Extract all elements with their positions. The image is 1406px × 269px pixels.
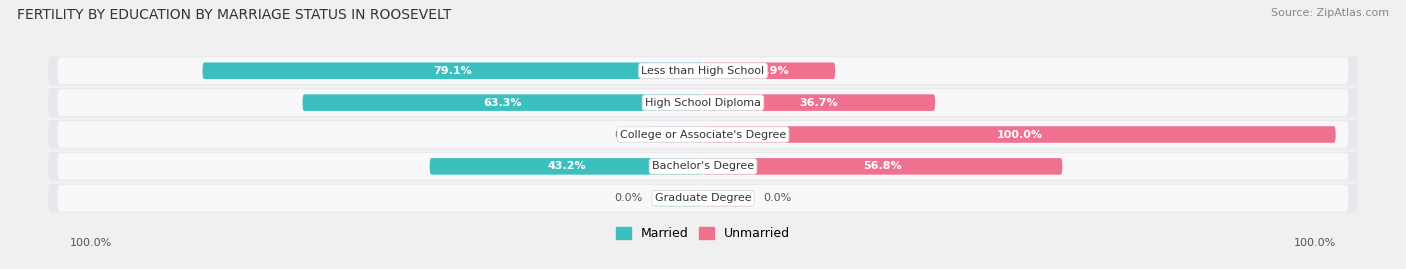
FancyBboxPatch shape	[703, 126, 1336, 143]
Legend: Married, Unmarried: Married, Unmarried	[612, 222, 794, 245]
Text: Source: ZipAtlas.com: Source: ZipAtlas.com	[1271, 8, 1389, 18]
FancyBboxPatch shape	[703, 94, 935, 111]
Text: 20.9%: 20.9%	[749, 66, 789, 76]
FancyBboxPatch shape	[202, 62, 703, 79]
Text: 79.1%: 79.1%	[433, 66, 472, 76]
Text: 63.3%: 63.3%	[484, 98, 522, 108]
FancyBboxPatch shape	[430, 158, 703, 175]
FancyBboxPatch shape	[58, 185, 1348, 212]
FancyBboxPatch shape	[703, 158, 1063, 175]
Text: 0.0%: 0.0%	[614, 193, 643, 203]
Text: Bachelor's Degree: Bachelor's Degree	[652, 161, 754, 171]
Text: 100.0%: 100.0%	[1294, 238, 1336, 248]
Text: 56.8%: 56.8%	[863, 161, 903, 171]
Text: High School Diploma: High School Diploma	[645, 98, 761, 108]
Text: FERTILITY BY EDUCATION BY MARRIAGE STATUS IN ROOSEVELT: FERTILITY BY EDUCATION BY MARRIAGE STATU…	[17, 8, 451, 22]
Text: College or Associate's Degree: College or Associate's Degree	[620, 129, 786, 140]
FancyBboxPatch shape	[48, 152, 1358, 181]
FancyBboxPatch shape	[652, 190, 703, 207]
FancyBboxPatch shape	[652, 126, 703, 143]
Text: 43.2%: 43.2%	[547, 161, 586, 171]
Text: 100.0%: 100.0%	[70, 238, 112, 248]
Text: Less than High School: Less than High School	[641, 66, 765, 76]
FancyBboxPatch shape	[703, 190, 754, 207]
Text: 36.7%: 36.7%	[800, 98, 838, 108]
FancyBboxPatch shape	[48, 56, 1358, 85]
FancyBboxPatch shape	[58, 121, 1348, 148]
FancyBboxPatch shape	[58, 153, 1348, 180]
FancyBboxPatch shape	[58, 89, 1348, 116]
FancyBboxPatch shape	[48, 120, 1358, 149]
FancyBboxPatch shape	[58, 57, 1348, 84]
Text: Graduate Degree: Graduate Degree	[655, 193, 751, 203]
FancyBboxPatch shape	[302, 94, 703, 111]
FancyBboxPatch shape	[48, 88, 1358, 117]
FancyBboxPatch shape	[48, 184, 1358, 213]
Text: 0.0%: 0.0%	[614, 129, 643, 140]
FancyBboxPatch shape	[703, 62, 835, 79]
Text: 100.0%: 100.0%	[997, 129, 1042, 140]
Text: 0.0%: 0.0%	[763, 193, 792, 203]
